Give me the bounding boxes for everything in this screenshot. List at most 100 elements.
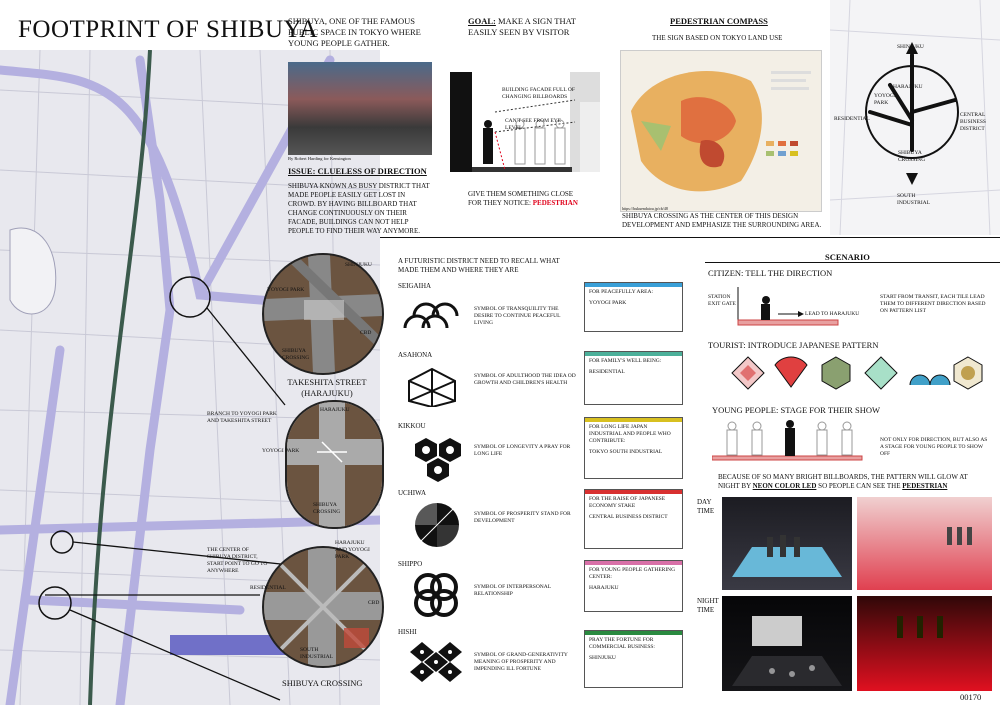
tourist-heading: TOURIST: INTRODUCE JAPANESE PATTERN <box>708 340 879 350</box>
pattern-box-area: CENTRAL BUSINESS DISTRICT <box>589 514 668 520</box>
compass-subtitle: THE SIGN BASED ON TOKYO LAND USE <box>652 34 783 42</box>
young-note: NOT ONLY FOR DIRECTION, BUT ALSO AS A ST… <box>880 437 988 457</box>
pattern-name: SEIGAIHA <box>398 282 432 290</box>
pattern-box-title: FOR FAMILY'S WELL BEING: <box>589 358 662 364</box>
pattern-box-title: PRAY THE FORTUNE FOR COMMERCIAL BUSINESS… <box>589 637 655 650</box>
harajuku-circle <box>285 400 384 529</box>
c1-title: TAKESHITA STREET (HARAJUKU) <box>287 377 367 398</box>
issue-text: SHIBUYA KNOWN AS BUSY DISTRICT THAT MADE… <box>288 182 430 235</box>
night-render-1 <box>722 596 852 691</box>
c1-label-yoyogi: YOYOGI PARK <box>267 287 305 293</box>
c3-label-cbd: CBD <box>368 600 380 606</box>
pattern-box-title: FOR PEACEFULLY AREA: <box>589 289 654 295</box>
seigaiha-icon <box>403 302 459 329</box>
uchiwa-icon <box>415 503 459 547</box>
issue-title: ISSUE: CLUELESS OF DIRECTION <box>288 166 427 176</box>
pattern-name: HISHI <box>398 628 417 636</box>
district-map <box>0 50 380 705</box>
day-render-1 <box>722 497 852 590</box>
goal-bottom: GIVE THEM SOMETHING CLOSE FOR THEY NOTIC… <box>468 190 588 208</box>
glow-mid: SO PEOPLE CAN SEE THE <box>818 482 901 490</box>
goal-text: MAKE A SIGN THAT EASILY SEEN BY VISITOR <box>468 16 576 37</box>
compass-source: https://bukuendaiou.jp/cb/48 <box>622 206 668 211</box>
tourist-patterns <box>731 356 983 390</box>
pattern-box: FOR FAMILY'S WELL BEING: RESIDENTIAL <box>584 351 683 405</box>
shibuya-photo <box>288 62 432 155</box>
young-diagram <box>712 420 863 461</box>
pattern-box: FOR PEACEFULLY AREA: YOYOGI PARK <box>584 282 683 332</box>
compass-shinjuku: SHINJUKU <box>897 44 924 50</box>
c3-label-residential: RESIDENTIAL <box>250 585 286 591</box>
c2-label-harajuku: HARAJUKU <box>320 407 350 413</box>
compass-yoyogi: YOYOGI PARK <box>874 93 896 106</box>
kikkou-icon <box>415 438 461 482</box>
pattern-box-area: YOYOGI PARK <box>589 300 627 306</box>
pattern-symbol: SYMBOL OF PROSPERITY STAND FOR DEVELOPME… <box>474 511 571 524</box>
pattern-name: UCHIWA <box>398 489 426 497</box>
eye-level-diagram <box>450 72 600 172</box>
glow-lead: BECAUSE OF SO MANY BRIGHT BILLBOARDS, TH… <box>718 473 968 490</box>
pattern-list: SEIGAIHA SYMBOL OF TRANSQUILITY THE DESI… <box>398 282 688 702</box>
pattern-box: PRAY THE FORTUNE FOR COMMERCIAL BUSINESS… <box>584 630 683 688</box>
facade-note: BUILDING FACADE FULL OF CHANGING BILLBOA… <box>502 87 575 100</box>
patterns-intro: A FUTURISTIC DISTRICT NEED TO RECALL WHA… <box>398 257 560 274</box>
pattern-box-area: HARAJUKU <box>589 585 619 591</box>
c3-label-south: SOUTH INDUSTRIAL <box>300 647 333 660</box>
divider-top <box>380 237 1000 238</box>
compass-cbd: CENTRAL BUSINESS DISTRICT <box>960 112 986 132</box>
compass-south: SOUTH INDUSTRIAL <box>897 193 930 206</box>
hishi-icon <box>410 642 462 682</box>
branch-note: BRANCH TO YOYOGI PARK AND TAKESHITA STRE… <box>207 411 277 424</box>
pattern-box: FOR YOUNG PEOPLE GATHERING CENTER: HARAJU… <box>584 560 683 612</box>
pattern-box-title: FOR LONG LIFE JAPAN INDUSTRIAL AND PEOPL… <box>589 424 671 444</box>
photo-credit: By Robert Harding for Kensington <box>288 156 351 161</box>
citizen-heading: CITIZEN: TELL THE DIRECTION <box>708 268 833 278</box>
citizen-note: START FROM TRANSIT, EACH TILE LEAD THEM … <box>880 294 986 314</box>
page-title: FOOTPRINT OF SHIBUYA <box>18 16 318 43</box>
pattern-name: ASAHONA <box>398 351 433 359</box>
compass-text: SHIBUYA CROSSING AS THE CENTER OF THIS D… <box>622 212 822 229</box>
scenario-title: SCENARIO <box>825 252 870 262</box>
pattern-box-title: FOR YOUNG PEOPLE GATHERING CENTER: <box>589 567 676 580</box>
pattern-symbol: SYMBOL OF ADULTHOOD THE IDEA OD GROWTH A… <box>474 373 576 386</box>
day-render-2 <box>857 497 992 590</box>
c1-label-cbd: CBD <box>360 330 372 336</box>
c2-label-crossing: SHIBUYA CROSSING <box>313 502 341 515</box>
glow-pedestrian: PEDESTRIAN <box>902 482 948 490</box>
pattern-symbol: SYMBOL OF GRAND-GENERATIVITY MEANING OF … <box>474 652 568 672</box>
page-number: 00170 <box>960 692 982 702</box>
asanoha-icon <box>408 367 456 407</box>
pattern-name: KIKKOU <box>398 422 426 430</box>
pattern-symbol: SYMBOL OF TRANSQUILITY THE DESIRE TO CON… <box>474 306 561 326</box>
compass-title: PEDESTRIAN COMPASS <box>670 16 768 26</box>
goal-bottom-text: GIVE THEM SOMETHING CLOSE FOR THEY NOTIC… <box>468 190 574 207</box>
goal-pedestrian: PEDESTRIAN <box>532 199 578 207</box>
c1-label-shinjuku: SHINJUKU <box>345 262 372 268</box>
c2-label-yoyogi: YOYOGI PARK <box>262 448 300 454</box>
pattern-name: SHIPPO <box>398 560 423 568</box>
glow-text: BECAUSE OF SO MANY BRIGHT BILLBOARDS, TH… <box>718 473 968 491</box>
crossing-circle <box>262 546 384 668</box>
c3-title: SHIBUYA CROSSING <box>282 678 363 688</box>
center-note: THE CENTER OF SHIBUYA DISTRICT, START PO… <box>207 547 268 574</box>
lead-label: LEAD TO HARAJUKU <box>805 311 860 317</box>
pattern-box-area: RESIDENTIAL <box>589 369 625 375</box>
pattern-symbol: SYMBOL OF INTERPERSONAL RELATIONSHIP <box>474 584 551 597</box>
tokyo-land-use-map <box>620 50 822 212</box>
compass-harajuku: HARAJUKU <box>893 84 923 90</box>
compass-residential: RESIDENTIAL <box>834 116 870 122</box>
night-label: NIGHT TIME <box>697 597 719 614</box>
day-label: DAY TIME <box>697 498 715 515</box>
intro-text: SHIBUYA, ONE OF THE FAMOUS PUBLIC SPACE … <box>288 16 421 48</box>
c3-label-harajuku: HARAJUKU AND YOYOGI PARK <box>335 540 370 560</box>
pattern-box-area: SHINJUKU <box>589 655 616 661</box>
c1-label-crossing: SHIBUYA CROSSING <box>282 348 310 361</box>
young-heading: YOUNG PEOPLE: STAGE FOR THEIR SHOW <box>712 405 880 415</box>
takeshita-circle <box>262 253 384 375</box>
pattern-box-title: FOR THE RAISE OF JAPANESE ECONOMY STAKE <box>589 496 666 509</box>
shippo-icon <box>414 573 458 617</box>
pattern-box: FOR THE RAISE OF JAPANESE ECONOMY STAKE C… <box>584 489 683 549</box>
compass-crossing: SHIBUYA CROSSING <box>898 150 926 163</box>
goal-heading: GOAL: MAKE A SIGN THAT EASILY SEEN BY VI… <box>468 16 588 38</box>
night-render-2 <box>857 596 992 691</box>
